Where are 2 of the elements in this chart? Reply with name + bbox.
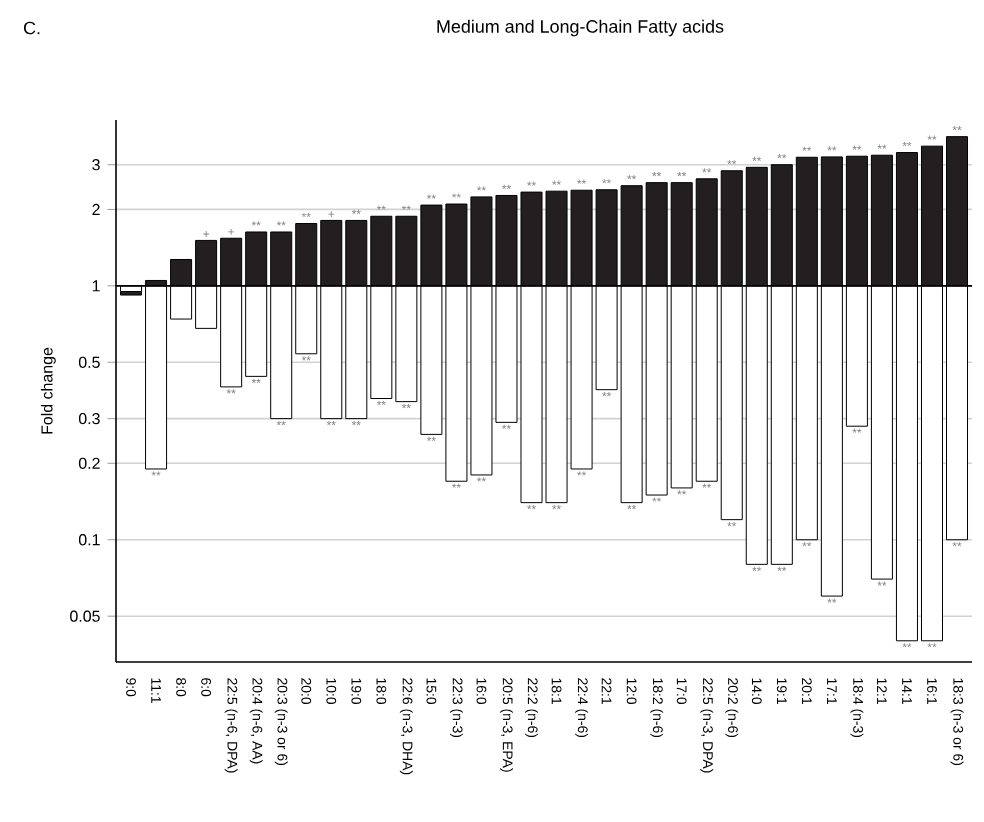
chart-title: Medium and Long-Chain Fatty acids — [437, 19, 724, 37]
text: C. — [23, 21, 40, 35]
